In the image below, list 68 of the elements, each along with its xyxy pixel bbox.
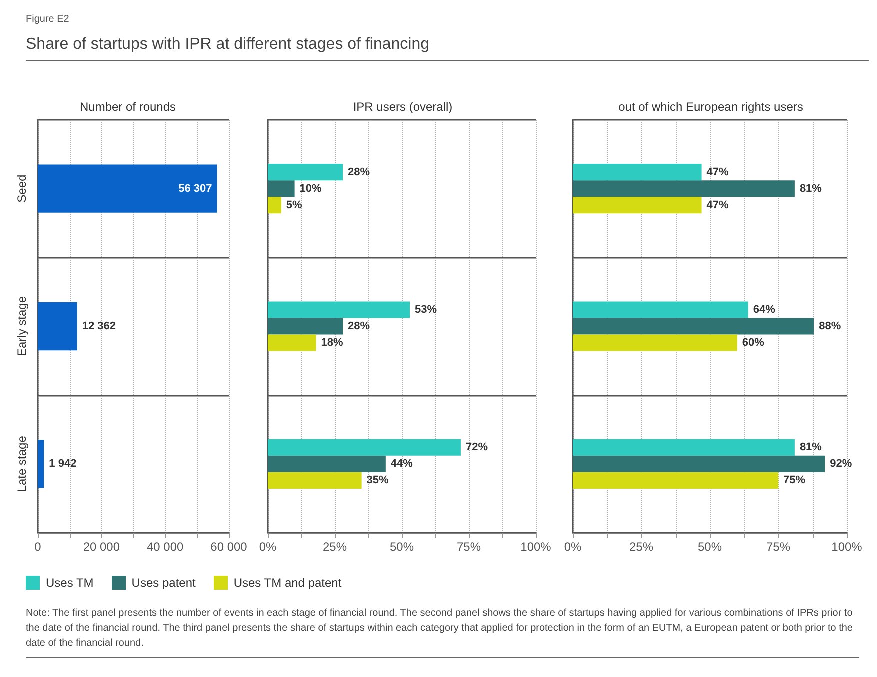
- bar: [573, 472, 778, 489]
- data-label: 5%: [286, 199, 303, 212]
- data-label: 92%: [830, 458, 852, 470]
- data-label: 10%: [300, 182, 322, 195]
- legend-label: Uses TM and patent: [234, 576, 342, 590]
- data-label: 81%: [800, 182, 822, 195]
- data-label: 75%: [784, 474, 806, 487]
- data-label: 88%: [819, 320, 842, 332]
- data-label: 44%: [390, 458, 414, 470]
- x-tick-label: 50%: [390, 540, 414, 554]
- x-tick-label: 75%: [766, 540, 791, 554]
- data-label: 47%: [706, 199, 730, 212]
- bar: [268, 197, 282, 214]
- chart-subtitle: Number of rounds: [80, 100, 176, 114]
- data-label: 53%: [415, 304, 438, 316]
- chart-title: IPR users (overall): [353, 100, 453, 114]
- y-tick-label: Seed: [15, 174, 29, 203]
- x-tick-label: 25%: [629, 540, 654, 554]
- x-tick-label: 0: [34, 540, 42, 554]
- data-label: 18%: [321, 337, 344, 350]
- data-label: 60%: [742, 337, 765, 350]
- x-tick-label: 40 000: [146, 540, 184, 554]
- y-tick-label: Early stage: [15, 296, 29, 357]
- legend-label: Uses TM: [46, 576, 94, 590]
- data-label: 1 942: [49, 458, 77, 470]
- data-label: 28%: [348, 320, 370, 332]
- x-tick-label: 0%: [259, 540, 277, 554]
- bar: [268, 180, 295, 198]
- data-label: 64%: [753, 304, 776, 316]
- x-tick-label: 50%: [698, 540, 722, 554]
- x-tick-label: 100%: [520, 540, 552, 554]
- bar: [573, 439, 795, 456]
- data-label: 56 307: [178, 182, 212, 195]
- bar: [268, 334, 316, 352]
- text: Note: The first panel presents the number of events in each stage of financial round. The second panel shows the share of startups having applied for various combinations of IPRs prior to the date of the financial round. The third panel presents the share of startups within each category that applied for protection in the form of an EUTM, a European patent or both prior to the date of the financial round.: [26, 606, 859, 658]
- x-tick-label: 60 000: [210, 540, 248, 554]
- data-label: 12 362: [82, 320, 116, 332]
- x-tick-label: 25%: [322, 540, 348, 554]
- bar: [573, 180, 795, 198]
- x-tick-label: 20 000: [83, 540, 120, 554]
- bar: [573, 318, 814, 335]
- x-tick-label: 100%: [832, 540, 863, 554]
- bar: [268, 318, 344, 335]
- caption: Figure E2: [26, 14, 70, 25]
- bar: [268, 439, 461, 456]
- data-label: 47%: [706, 166, 730, 178]
- bar: [268, 164, 344, 181]
- y-tick-label: Late stage: [15, 436, 29, 492]
- bar: [573, 456, 826, 472]
- data-label: 35%: [366, 474, 390, 487]
- bar: [38, 164, 218, 213]
- bar: [268, 472, 362, 489]
- bar: [573, 334, 738, 352]
- bar: [573, 197, 702, 214]
- data-label: 81%: [800, 442, 822, 454]
- x-tick-label: 75%: [456, 540, 482, 554]
- data-label: 28%: [348, 166, 370, 178]
- bar: [573, 302, 748, 318]
- bar: [38, 440, 44, 488]
- bar: [573, 164, 702, 181]
- bar: [38, 302, 78, 351]
- bar: [268, 456, 386, 472]
- x-tick-label: 0%: [564, 540, 582, 554]
- bar: [268, 302, 410, 318]
- legend-label: Uses patent: [132, 576, 196, 590]
- chart-title: out of which European rights users: [618, 100, 804, 114]
- data-label: 72%: [466, 442, 488, 454]
- chart-title: Share of startups with IPR at different stages of financing: [26, 36, 430, 54]
